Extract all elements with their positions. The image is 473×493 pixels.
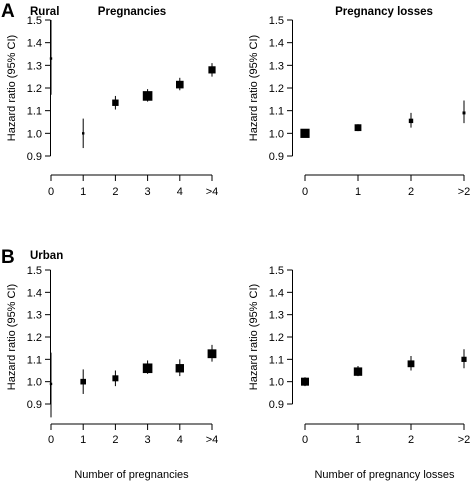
y-tick-label: 1.5: [27, 265, 42, 277]
data-point: [407, 360, 415, 368]
y-tick-label: 1.5: [269, 265, 284, 277]
y-axis-label: Hazard ratio (95% CI): [6, 35, 18, 141]
x-tick-label: 0: [302, 186, 308, 198]
data-point: [49, 57, 53, 60]
panel-letter-b: B: [1, 247, 15, 268]
y-axis-label: Hazard ratio (95% CI): [248, 284, 260, 390]
x-tick-label: 0: [48, 434, 54, 446]
data-point: [207, 349, 217, 359]
data-point: [80, 378, 86, 385]
x-tick-label: 0: [48, 186, 54, 198]
x-tick-label: 3: [145, 186, 151, 198]
data-point: [462, 111, 466, 115]
y-tick-label: 0.9: [27, 151, 42, 163]
y-tick-label: 1.2: [27, 332, 42, 344]
data-point: [301, 377, 309, 386]
y-axis-label: Hazard ratio (95% CI): [6, 284, 18, 390]
chart-urban-pregnancy-losses: Hazard ratio (95% CI) 0.9 1.0 1.1 1.2 1.3 1.4 1…: [248, 265, 470, 481]
y-tick-label: 1.3: [27, 60, 42, 72]
data-point: [112, 375, 119, 382]
y-tick-label: 1.3: [269, 60, 284, 72]
x-tick-label: 2: [112, 186, 118, 198]
x-tick-label: 1: [80, 186, 86, 198]
x-tick-label: 1: [80, 434, 86, 446]
data-point: [176, 80, 184, 89]
y-tick-label: 1.2: [269, 332, 284, 344]
y-tick-label: 1.4: [27, 38, 42, 50]
x-tick-label: >4: [206, 434, 219, 446]
y-axis-label: Hazard ratio (95% CI): [248, 35, 260, 141]
y-tick-label: 1.0: [27, 128, 42, 140]
y-tick-label: 1.3: [27, 310, 42, 322]
panel-letter-a: A: [1, 1, 15, 22]
x-tick-label: >4: [206, 186, 219, 198]
y-tick-label: 1.1: [269, 354, 284, 366]
y-tick-label: 1.2: [27, 83, 42, 95]
x-tick-label: 2: [112, 434, 118, 446]
y-tick-label: 1.2: [269, 83, 284, 95]
data-point: [49, 382, 53, 386]
panel-title: Pregnancy losses: [335, 6, 433, 18]
section-label-rural: Rural: [30, 6, 59, 18]
x-tick-label: 1: [355, 186, 361, 198]
x-tick-label: 0: [302, 434, 308, 446]
chart-rural-pregnancies: Pregnancies Hazard ratio (95% CI) 0.9 1.0 1.…: [6, 6, 218, 198]
x-tick-label: 1: [355, 434, 361, 446]
y-tick-label: 1.0: [27, 377, 42, 389]
x-tick-label: >2: [458, 434, 471, 446]
panel-title: Pregnancies: [98, 6, 166, 18]
x-tick-label: 4: [177, 186, 183, 198]
x-tick-label: 2: [408, 186, 414, 198]
data-point: [112, 99, 119, 106]
y-tick-label: 1.5: [269, 15, 284, 27]
section-label-urban: Urban: [30, 250, 63, 262]
x-tick-label: 4: [177, 434, 183, 446]
y-tick-label: 1.3: [269, 310, 284, 322]
data-point: [461, 356, 467, 362]
data-point: [175, 364, 184, 373]
data-point: [208, 66, 216, 74]
y-tick-label: 0.9: [269, 399, 284, 411]
data-point: [408, 118, 414, 124]
y-tick-label: 1.0: [269, 128, 284, 140]
y-tick-label: 0.9: [269, 151, 284, 163]
y-tick-label: 1.0: [269, 377, 284, 389]
y-tick-label: 0.9: [27, 399, 42, 411]
data-point: [300, 128, 310, 138]
data-point: [142, 91, 153, 101]
y-tick-label: 1.1: [269, 106, 284, 118]
y-tick-label: 1.4: [269, 287, 284, 299]
x-tick-label: 3: [145, 434, 151, 446]
data-point: [354, 124, 362, 132]
y-tick-label: 1.4: [269, 38, 284, 50]
y-tick-label: 1.1: [27, 354, 42, 366]
x-tick-label: 2: [408, 434, 414, 446]
chart-urban-pregnancies: Hazard ratio (95% CI) 0.9 1.0 1.1 1.2 1.3 1.4 1…: [6, 265, 218, 481]
x-tick-label: >2: [458, 186, 471, 198]
data-point: [82, 132, 85, 135]
data-point: [353, 367, 363, 376]
y-tick-label: 1.4: [27, 287, 42, 299]
x-axis-label: Number of pregnancies: [74, 469, 189, 481]
data-point: [142, 363, 153, 374]
chart-rural-pregnancy-losses: Pregnancy losses Hazard ratio (95% CI) 0.9…: [248, 6, 470, 198]
y-tick-label: 1.1: [27, 106, 42, 118]
x-axis-label: Number of pregnancy losses: [314, 469, 455, 481]
y-tick-label: 1.5: [27, 15, 42, 27]
